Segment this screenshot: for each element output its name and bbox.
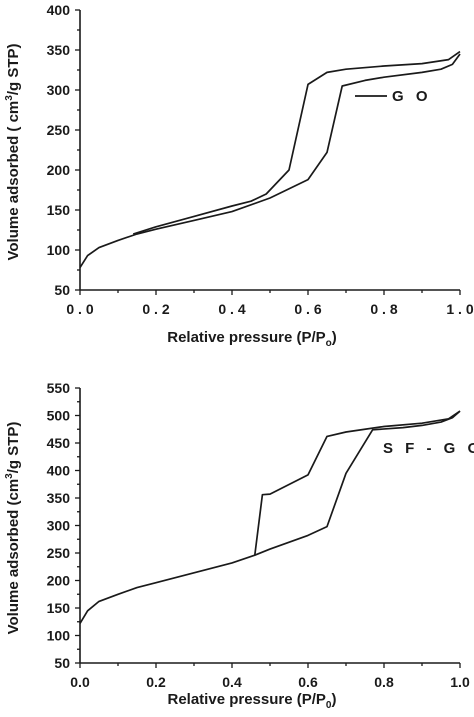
y-tick-label: 200 <box>47 162 71 178</box>
y-tick-label: 400 <box>47 463 71 479</box>
y-tick-label: 300 <box>47 518 71 534</box>
y-tick-label: 500 <box>47 408 71 424</box>
y-tick-label: 100 <box>47 628 71 644</box>
series-1-desorption-branch <box>132 50 461 235</box>
y-tick-label: 150 <box>47 202 71 218</box>
chart-panel-2: 50 100 150 200 250 300 350 400 450 500 550 0.0 0.2 0.… <box>4 380 474 711</box>
chart-panel-1: 50 100 150 200 250 300 350 400 0 . 0 0 . 2 0 . 4 0 … <box>4 2 474 349</box>
y-tick-label: 250 <box>47 545 71 561</box>
y-tick-label: 550 <box>47 380 71 396</box>
x-axis-title: Relative pressure (P/P0) <box>168 691 337 711</box>
y-axis-title: Volume adsorbed ( cm3/g STP) <box>4 44 22 261</box>
series-1-desorption-branch <box>253 410 461 556</box>
x-tick-label: 0 . 6 <box>294 301 321 317</box>
x-tick-label: 1.0 <box>450 674 470 690</box>
x-tick-label: 0.2 <box>146 674 166 690</box>
y-tick-label: 350 <box>47 490 71 506</box>
y-tick-label: 50 <box>54 655 70 671</box>
y-tick-label: 400 <box>47 2 71 18</box>
x-tick-label: 0.0 <box>70 674 90 690</box>
x-axis-title: Relative pressure (P/Po) <box>167 329 337 349</box>
legend-label: G O <box>392 88 432 105</box>
x-tick-label: 0.4 <box>222 674 242 690</box>
y-tick-label: 350 <box>47 42 71 58</box>
y-tick-label: 450 <box>47 435 71 451</box>
series-1-adsorption-branch <box>79 53 461 269</box>
x-tick-label: 0 . 0 <box>66 301 93 317</box>
x-tick-label: 0 . 8 <box>370 301 397 317</box>
y-tick-label: 100 <box>47 242 71 258</box>
x-tick-label: 0.8 <box>374 674 394 690</box>
x-tick-label: 0 . 4 <box>218 301 245 317</box>
x-tick-label: 0.6 <box>298 674 318 690</box>
y-axis-title: Volume adsorbed (cm3/g STP) <box>4 422 22 635</box>
series-1-adsorption-branch <box>79 410 461 624</box>
y-tick-label: 200 <box>47 573 71 589</box>
y-tick-label: 150 <box>47 600 71 616</box>
y-tick-label: 50 <box>54 282 70 298</box>
legend-label: S F - G O C <box>383 440 474 457</box>
y-tick-label: 300 <box>47 82 71 98</box>
y-tick-label: 250 <box>47 122 71 138</box>
x-tick-label: 1 . 0 <box>446 301 473 317</box>
x-tick-label: 0 . 2 <box>142 301 169 317</box>
